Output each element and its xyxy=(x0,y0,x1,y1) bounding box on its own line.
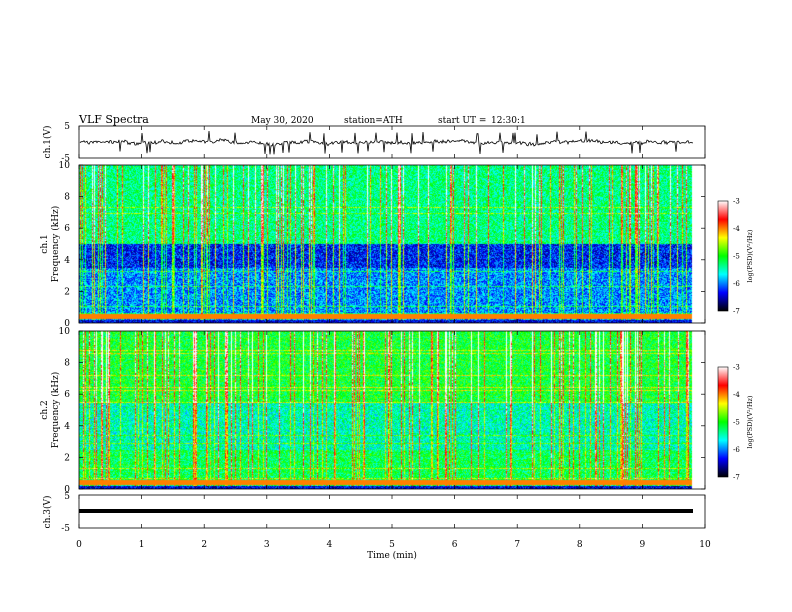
ch2-spectrogram-image xyxy=(79,331,705,489)
ch1-spec-ylabel-line2: Frequency (kHz) xyxy=(50,206,61,283)
x-tick-label: 5 xyxy=(389,540,395,550)
chart-title: VLF Spectra xyxy=(78,113,149,126)
ch3-ytick-top: 5 xyxy=(64,492,70,502)
colorbar-tick-label: -3 xyxy=(733,364,740,372)
colorbar-tick-label: -4 xyxy=(733,391,740,399)
colorbar-tick-label: -6 xyxy=(733,280,740,288)
ch2-spec-ylabel-line1: ch.2 xyxy=(40,400,50,419)
ch1-spectrogram-image xyxy=(79,165,705,323)
x-tick-label: 6 xyxy=(452,540,458,550)
ch1-ylabel: ch.1(V) xyxy=(42,126,53,159)
ch2-colorbar-gradient xyxy=(718,367,728,477)
x-tick-label: 0 xyxy=(76,540,82,550)
freq-tick-label: 0 xyxy=(64,319,70,329)
ch2-spectrogram-panel: 0 2 4 6 8 10 ch.2 Frequency (kHz) xyxy=(40,327,706,495)
ch1-spec-ylabel-line1: ch.1 xyxy=(40,234,50,253)
freq-tick-label: 6 xyxy=(64,224,70,234)
ch2-colorbar: -3 -4 -5 -6 -7 log(PSD)(V²/Hz) xyxy=(717,364,754,482)
header-start-label: start UT = xyxy=(438,116,486,126)
freq-tick-label: 2 xyxy=(64,453,70,463)
freq-tick-label: 4 xyxy=(64,256,70,266)
x-tick-label: 3 xyxy=(264,540,270,550)
ch1-ytick-bottom: -5 xyxy=(61,154,70,164)
ch2-colorbar-label: log(PSD)(V²/Hz) xyxy=(746,395,754,448)
ch3-waveform-line xyxy=(79,509,693,513)
freq-tick-label: 10 xyxy=(59,327,71,337)
x-tick-label: 1 xyxy=(139,540,145,550)
x-axis-label: Time (min) xyxy=(367,550,417,561)
x-tick-label: 9 xyxy=(640,540,646,550)
ch1-colorbar-frame xyxy=(717,200,729,312)
ch1-waveform-line xyxy=(79,130,694,155)
freq-tick-label: 4 xyxy=(64,422,70,432)
freq-tick-label: 0 xyxy=(64,485,70,495)
freq-tick-label: 6 xyxy=(64,390,70,400)
ch3-ylabel: ch.3(V) xyxy=(42,496,53,529)
colorbar-tick-label: -5 xyxy=(733,253,740,261)
ch1-colorbar: -3 -4 -5 -6 -7 log(PSD)(V²/Hz) xyxy=(717,198,754,316)
freq-tick-label: 8 xyxy=(64,193,70,203)
x-tick-label: 8 xyxy=(577,540,583,550)
header-start-time: 12:30:1 xyxy=(491,116,526,126)
x-tick-label: 2 xyxy=(201,540,207,550)
ch1-spectrogram-panel: 0 2 4 6 8 10 ch.1 Frequency (kHz) xyxy=(40,161,706,329)
x-tick-label: 10 xyxy=(699,540,711,550)
ch1-colorbar-gradient xyxy=(718,201,728,311)
colorbar-tick-label: -7 xyxy=(733,474,740,482)
ch2-colorbar-frame xyxy=(717,366,729,478)
ch3-ytick-bottom: -5 xyxy=(61,524,70,534)
header-station: station=ATH xyxy=(344,116,403,126)
ch2-spec-ylabel-line2: Frequency (kHz) xyxy=(50,372,61,449)
freq-tick-label: 8 xyxy=(64,359,70,369)
colorbar-tick-label: -5 xyxy=(733,419,740,427)
colorbar-tick-label: -6 xyxy=(733,446,740,454)
freq-tick-label: 10 xyxy=(59,161,71,171)
header-date: May 30, 2020 xyxy=(251,116,314,126)
colorbar-tick-label: -3 xyxy=(733,198,740,206)
ch1-ytick-top: 5 xyxy=(64,122,70,132)
colorbar-tick-label: -4 xyxy=(733,225,740,233)
colorbar-tick-label: -7 xyxy=(733,308,740,316)
freq-tick-label: 2 xyxy=(64,287,70,297)
time-axis: 0 1 2 3 4 5 6 7 8 9 10 xyxy=(76,126,711,550)
x-tick-label: 4 xyxy=(327,540,333,550)
ch1-colorbar-label: log(PSD)(V²/Hz) xyxy=(746,229,754,282)
x-tick-label: 7 xyxy=(514,540,520,550)
